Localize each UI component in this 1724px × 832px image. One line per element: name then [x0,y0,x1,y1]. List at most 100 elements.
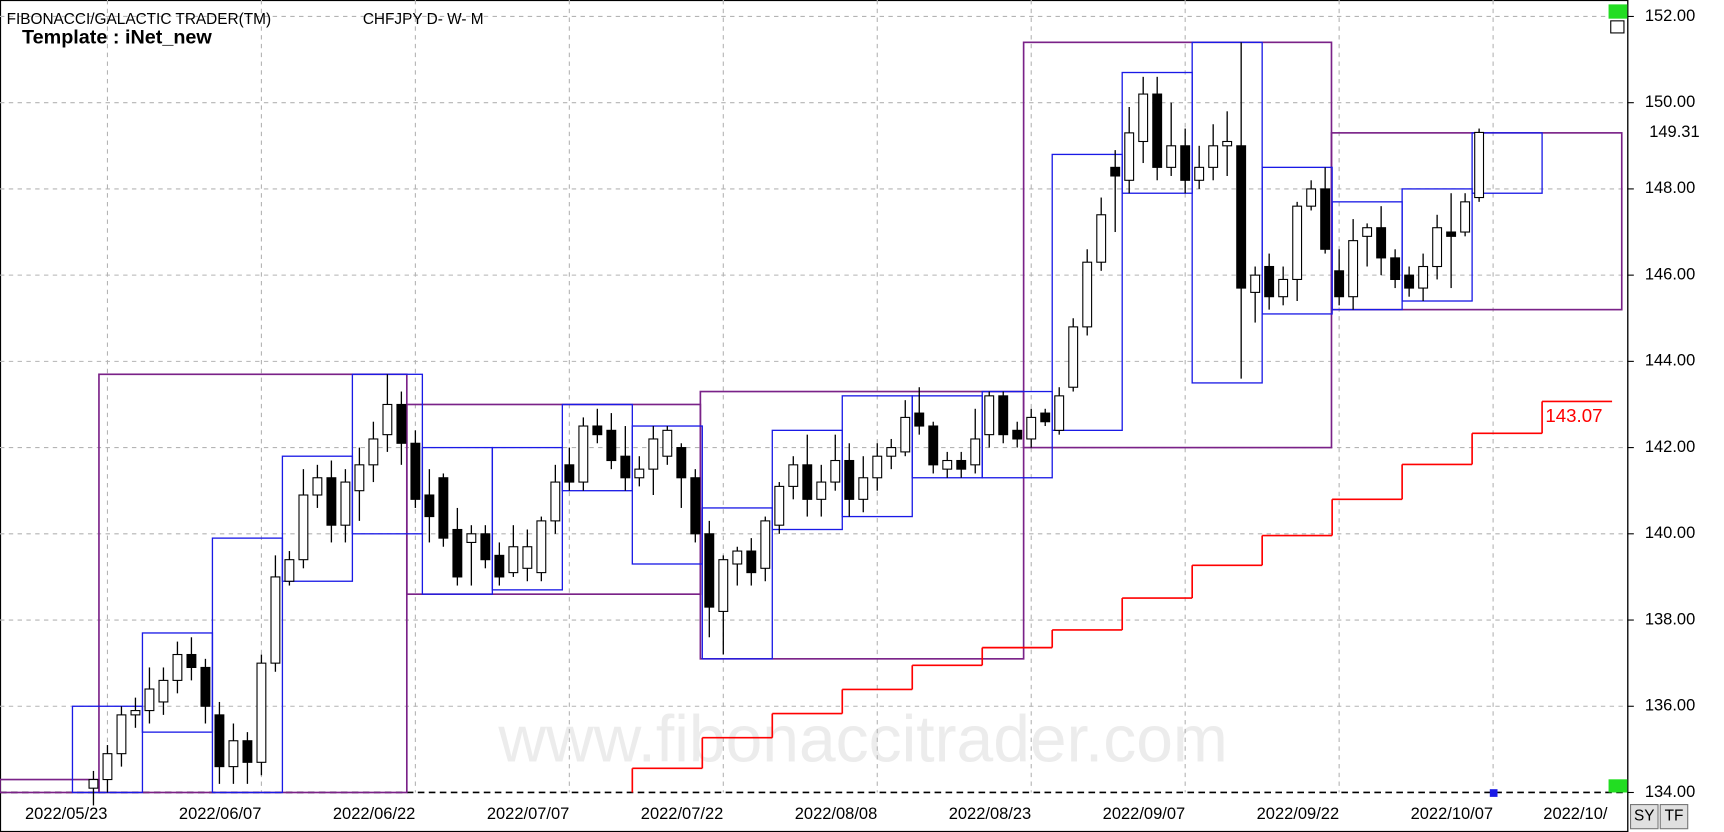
candle-body [186,653,197,669]
candle-body [956,459,967,470]
button-label[interactable]: TF [1665,808,1684,825]
candle-body [1334,270,1345,298]
candle-body [550,481,561,522]
candle-body [1376,227,1387,259]
candle-body [676,447,687,479]
y-tick-label: 148.00 [1645,179,1695,197]
weekly-box [211,537,284,794]
candle-body [704,533,715,608]
text-layer: FIBONACCI/GALACTIC TRADER(TM) CHFJPY D- … [7,7,1700,823]
candle-body [928,425,939,466]
button[interactable]: SY [1629,804,1659,830]
candle-body [662,429,673,457]
candle-body [410,442,421,500]
candle-body [816,481,827,500]
candle-body [1264,265,1275,298]
plot-frame [0,0,1629,832]
weekly-box [1471,132,1543,194]
candle-body [718,559,729,612]
candle-body [592,425,603,436]
candle-body [970,438,981,466]
candle-body [256,662,267,763]
button-label[interactable]: SY [1634,808,1655,825]
candle-body [340,481,351,526]
corner-marker [1608,779,1628,793]
candle-body [270,576,281,664]
candle-body [326,477,337,526]
candle-body [1390,257,1401,280]
candle-body [214,714,225,768]
y-tick-label: 142.00 [1645,438,1695,456]
candle-body [1026,416,1037,440]
candle-body [900,416,911,453]
candle-body [802,464,813,500]
candle-body [1222,140,1233,147]
candle-body [1166,145,1177,168]
candle-body [1194,166,1205,181]
candle-body [1404,274,1415,289]
candle-body [774,485,785,526]
candle-body [172,653,183,681]
candle-body [536,520,547,574]
x-tick-label: 2022/10/ [1543,805,1608,823]
last-price-label: 149.31 [1649,123,1699,141]
y-tick-label: 150.00 [1645,93,1695,111]
candle-body [1208,145,1219,168]
x-tick-label: 2022/06/22 [333,805,416,823]
candle-body [984,395,995,436]
candle-body [1348,240,1359,298]
candle-body [1138,93,1149,143]
x-tick-label: 2022/09/22 [1257,805,1340,823]
button-frame[interactable] [1659,804,1689,830]
candle-body [998,395,1009,436]
candle-body [494,554,505,578]
candle-body [1362,227,1373,237]
candle-body [102,753,113,781]
candle-body [830,459,841,483]
weekly-box [491,446,563,591]
x-tick-label: 2022/06/07 [179,805,262,823]
y-tick-label: 138.00 [1645,610,1695,628]
candle-body [368,438,379,466]
candle-body [242,740,253,763]
candle-body [1306,188,1317,207]
monthly-box [699,390,1025,660]
candle-body [298,494,309,561]
candle-body [480,533,491,561]
candle-body [312,477,323,496]
button[interactable]: TF [1659,804,1689,830]
candle-body [620,455,631,479]
x-tick-label: 2022/07/07 [487,805,570,823]
candle-body [354,464,365,492]
y-tick-label: 146.00 [1645,265,1695,283]
candle-body [1012,429,1023,440]
candle-body [1418,265,1429,289]
candle-body [116,714,127,755]
candle-body [858,477,869,500]
candle-body [1250,274,1261,293]
weekly-box [981,390,1053,479]
candle-body [1292,205,1303,280]
time-marker [1489,789,1498,797]
x-tick-label: 2022/05/23 [25,805,108,823]
x-tick-label: 2022/07/22 [641,805,724,823]
candle-body [1236,145,1247,289]
watermark: www.fibonaccitrader.com [497,702,1228,776]
candle-body [452,528,463,578]
candle-body [284,559,295,582]
candle-body [144,688,155,712]
corner-icon [1610,20,1625,34]
y-tick-label: 140.00 [1645,524,1695,542]
candle-body [438,477,449,539]
button-frame[interactable] [1629,804,1659,830]
candle-body [1040,412,1051,423]
candle-body [732,550,743,565]
candle-body [130,710,141,716]
candle-body [1432,227,1443,268]
candle-layer [88,42,1485,806]
candle-body [648,438,659,470]
candle-body [466,533,477,543]
candle-body [522,546,533,569]
symbol-title: CHFJPY D- W- M [363,11,484,28]
